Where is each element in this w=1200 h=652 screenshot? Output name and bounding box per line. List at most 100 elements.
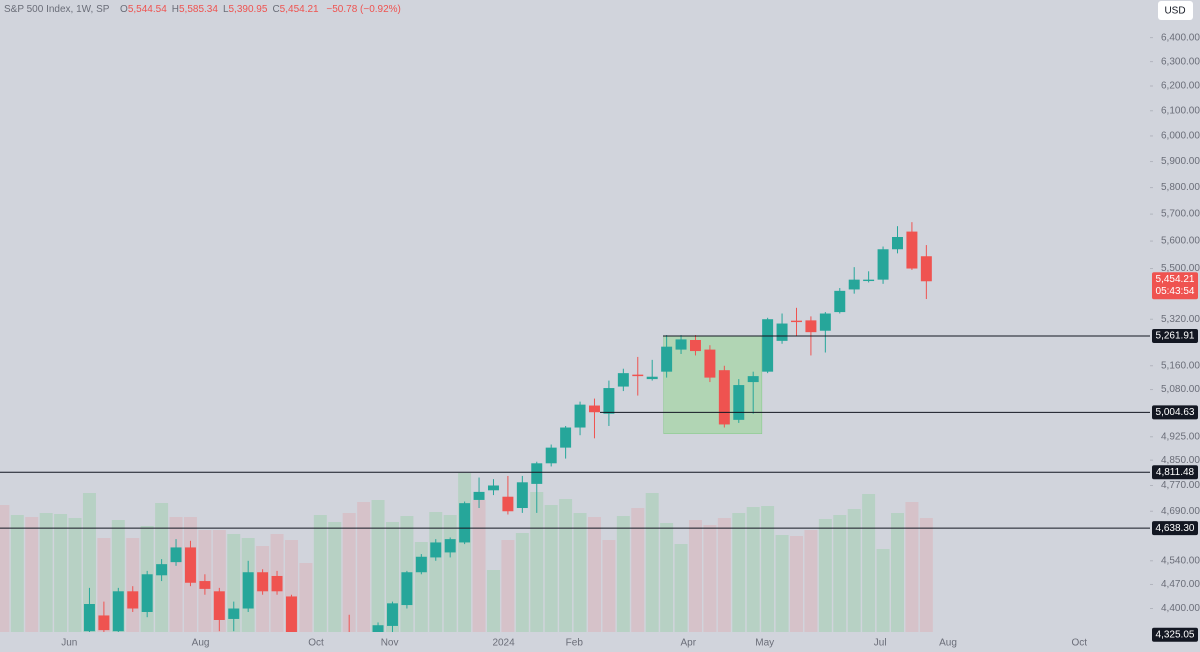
level-label: 4,638.30 <box>1156 523 1195 534</box>
ohlc-value: 5,390.95 <box>229 4 268 15</box>
candle-body <box>415 556 427 573</box>
candle-body <box>920 256 932 282</box>
volume-bar <box>674 544 688 632</box>
volume-bar <box>746 507 760 632</box>
candle-body <box>690 339 701 352</box>
y-tick-label: 5,900.00 <box>1161 156 1200 167</box>
candle-body <box>531 463 543 484</box>
volume-bar <box>919 518 933 632</box>
candle-body <box>791 320 802 323</box>
y-tick-label: 4,540.00 <box>1161 555 1200 566</box>
candle-body <box>776 323 788 341</box>
volume-bar <box>559 499 573 632</box>
y-tick-label: 4,400.00 <box>1161 603 1200 614</box>
candle-body <box>83 604 95 632</box>
level-label: 4,325.05 <box>1156 629 1195 640</box>
volume-bar <box>169 517 183 632</box>
volume-bar <box>126 538 140 632</box>
volume-bar <box>761 506 775 632</box>
x-tick-label: Aug <box>939 638 957 649</box>
level-layer: 5,261.91 5,004.63 4,811.48 4,638.30 4,325.05… <box>0 272 1198 642</box>
candle-body <box>401 572 413 606</box>
currency-button[interactable] <box>1158 1 1193 20</box>
volume-bar <box>299 563 313 632</box>
ohlc-name: O <box>120 4 128 15</box>
candle-body <box>877 249 889 280</box>
candle-body <box>733 385 745 420</box>
x-tick-label: May <box>755 638 774 649</box>
x-tick-label: Nov <box>381 638 399 649</box>
y-tick-label: 4,850.00 <box>1161 455 1200 466</box>
volume-bar <box>25 517 39 632</box>
volume-bar <box>328 522 342 632</box>
x-tick-label: Apr <box>680 638 696 649</box>
level-label: 5,261.91 <box>1156 331 1195 342</box>
candle-body <box>603 388 615 414</box>
candle-body <box>285 596 297 632</box>
level-label: 5,004.63 <box>1156 407 1195 418</box>
candle-body <box>242 572 254 609</box>
candle-body <box>747 376 759 383</box>
header: S&P 500 Index, 1W, SP O5,544.54 H5,585.34… <box>4 4 401 15</box>
candle-body <box>156 564 168 576</box>
volume-bar <box>876 549 890 632</box>
candle-body <box>805 320 817 333</box>
candle-body <box>762 319 774 372</box>
y-tick-label: 6,000.00 <box>1161 131 1200 142</box>
currency[interactable]: USD <box>1164 6 1185 17</box>
volume-bar <box>501 540 515 632</box>
volume-bar <box>97 538 111 632</box>
x-tick-label: Oct <box>308 638 324 649</box>
level-tag <box>1152 627 1198 642</box>
candle-body <box>560 427 572 448</box>
candle-body <box>906 231 918 269</box>
volume-bar <box>313 515 327 632</box>
candle-body <box>819 313 831 331</box>
volume-bar <box>905 502 919 632</box>
candle-body <box>170 547 182 563</box>
candle-body <box>473 491 485 500</box>
level-tag <box>1152 405 1198 420</box>
y-tick-label: 6,300.00 <box>1161 56 1200 67</box>
volume-bar <box>227 534 241 632</box>
candle-body <box>675 339 687 350</box>
candle-body <box>588 405 600 413</box>
level-tag <box>1152 465 1198 480</box>
candle-body <box>459 503 471 543</box>
y-tick-label: 6,100.00 <box>1161 105 1200 116</box>
candle-body <box>444 539 456 553</box>
y-tick-label: 5,320.00 <box>1161 314 1200 325</box>
volume-bar <box>703 525 717 632</box>
volume-bar <box>645 493 659 632</box>
x-tick-label: 2024 <box>492 638 515 649</box>
volume-bar <box>443 515 457 632</box>
level-label: 4,811.48 <box>1156 467 1195 478</box>
x-tick-label: Feb <box>566 638 584 649</box>
candle-body <box>545 447 557 464</box>
volume-bar <box>486 570 500 632</box>
y-tick-label: 4,925.00 <box>1161 431 1200 442</box>
candle-body <box>127 591 139 609</box>
volume-bar <box>472 500 486 632</box>
y-tick-label: 4,770.00 <box>1161 480 1200 491</box>
volume-bar <box>458 473 472 632</box>
ohlc-name: C <box>272 4 279 15</box>
candle-body <box>704 349 716 378</box>
candle-body <box>257 572 269 592</box>
candle-body <box>848 279 860 290</box>
candle-body <box>632 374 644 377</box>
x-tick-label: Aug <box>192 638 210 649</box>
volume-bar <box>789 536 803 632</box>
volume-bar <box>544 505 558 632</box>
volume-bar <box>602 540 616 632</box>
volume-bar <box>717 518 731 632</box>
volume-bar <box>357 502 371 632</box>
candle-body <box>184 547 196 583</box>
volume-bar <box>732 513 746 632</box>
y-tick-label: 6,400.00 <box>1161 32 1200 43</box>
y-tick-label: 5,080.00 <box>1161 384 1200 395</box>
y-tick-label: 5,600.00 <box>1161 236 1200 247</box>
x-tick-label: Oct <box>1072 638 1088 649</box>
level-tag <box>1152 521 1198 536</box>
ohlc-value: 5,585.34 <box>179 4 218 15</box>
